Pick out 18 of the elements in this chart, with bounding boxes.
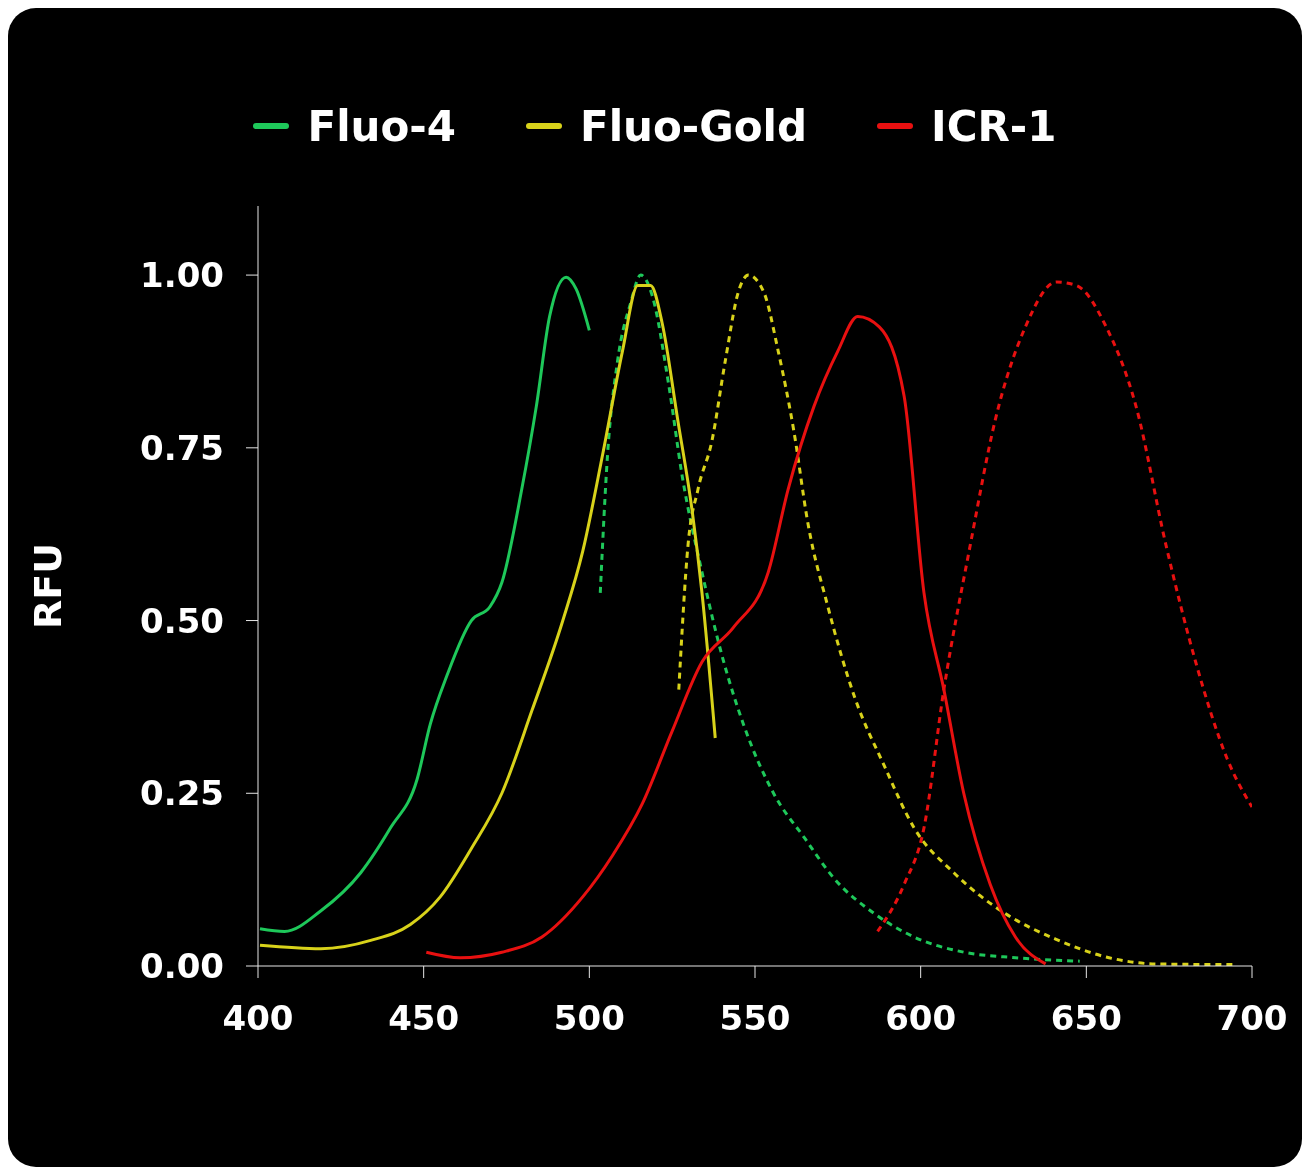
x-tick-label: 400 [222, 998, 294, 1039]
x-tick-label: 500 [553, 998, 625, 1039]
legend-label: Fluo-Gold [579, 101, 808, 151]
x-tick-label: 700 [1216, 998, 1288, 1039]
line-series [598, 273, 1082, 963]
x-tick-label: 650 [1050, 998, 1122, 1039]
legend-label: ICR-1 [931, 101, 1057, 151]
y-tick-label: 0.25 [140, 773, 224, 814]
line-series [258, 275, 591, 933]
x-tick-label: 600 [885, 998, 957, 1039]
y-tick-label: 1.00 [140, 255, 224, 296]
y-tick-label: 0.00 [140, 946, 224, 987]
y-tick-label: 0.50 [140, 600, 224, 641]
legend-label: Fluo-4 [307, 101, 456, 151]
y-tick-label: 0.75 [140, 427, 224, 468]
y-axis-title: RFU [26, 542, 71, 630]
x-tick-label: 550 [719, 998, 791, 1039]
x-tick-label: 450 [388, 998, 460, 1039]
